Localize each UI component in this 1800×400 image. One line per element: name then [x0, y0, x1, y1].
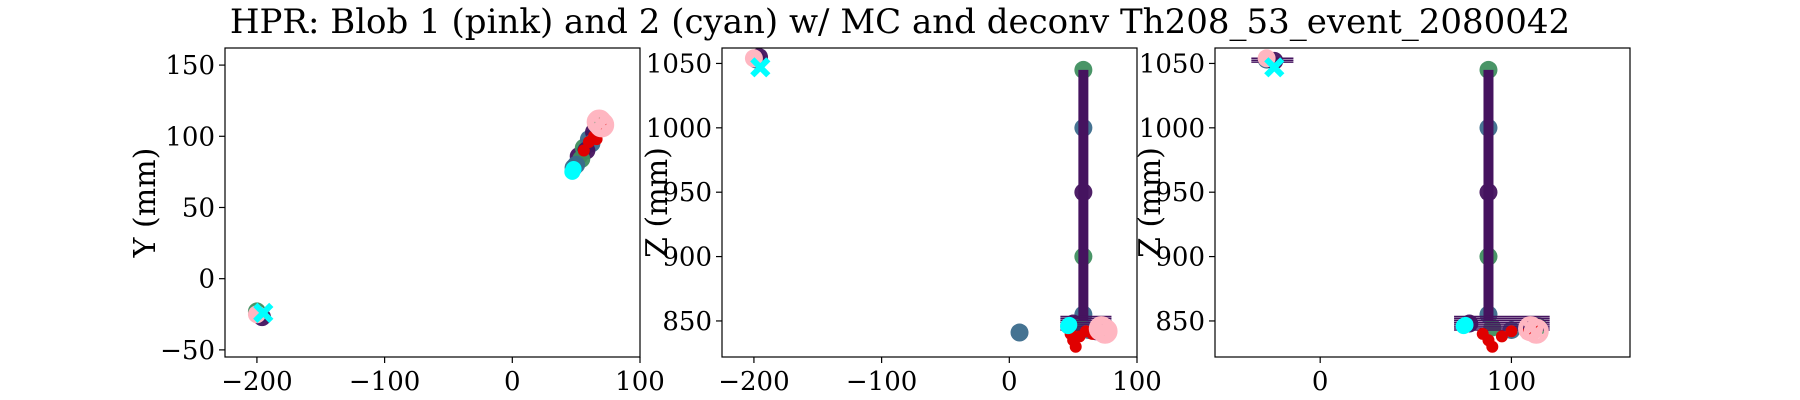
blob1-marker [1523, 318, 1549, 344]
y-tick-label: 1050 [1139, 49, 1205, 79]
x-tick-label: −100 [846, 367, 917, 397]
axes-frame [224, 47, 641, 358]
axes-frame [721, 47, 1138, 358]
panel-xy-projection: −200 −100 0 100 −50 0 50 100 150 Y (mm) [128, 47, 665, 397]
y-axis-label: Z (mm) [1133, 147, 1168, 258]
blob2-marker [1457, 316, 1474, 333]
y-tick-label: 150 [165, 51, 215, 81]
x-tick-label: 0 [1001, 367, 1018, 397]
y-tick-label: 900 [1155, 243, 1205, 273]
x-tick-label: 100 [1112, 367, 1162, 397]
plot-area [247, 109, 615, 327]
x-tick-label: −100 [349, 367, 420, 397]
y-tick-label: 100 [165, 122, 215, 152]
y-tick-label: 850 [662, 307, 712, 337]
y-tick-label: 850 [1155, 307, 1205, 337]
y-axis-label: Z (mm) [640, 147, 675, 258]
blob1-x-marker [1526, 321, 1547, 342]
y-tick-label: 50 [182, 193, 215, 223]
plot-area [744, 48, 1118, 353]
blob1-x-marker [1095, 321, 1115, 342]
y-tick-label: 950 [1155, 178, 1205, 208]
y-axis-label: Y (mm) [128, 148, 163, 259]
blob2-marker [1061, 316, 1078, 333]
x-tick-label: 100 [1487, 367, 1537, 397]
y-tick-label: 1000 [1139, 114, 1205, 144]
panel-yz-projection: 0 100 850 900 950 1000 1050 Z (mm) [1133, 47, 1631, 397]
deconv-track-column [1483, 69, 1494, 321]
y-tick-label: 0 [198, 265, 215, 295]
x-tick-label: −200 [718, 367, 789, 397]
y-tick-label: 1000 [646, 114, 712, 144]
x-tick-label: 0 [504, 367, 521, 397]
y-tick-label: 950 [662, 178, 712, 208]
axes-frame [1214, 47, 1631, 358]
x-tick-label: 100 [615, 367, 665, 397]
blob2-x-marker [750, 57, 771, 78]
plot-area [1251, 49, 1550, 353]
x-tick-label: −200 [221, 367, 292, 397]
mc-hit-point [1069, 340, 1082, 353]
blob1-marker [1092, 318, 1118, 344]
blob2-x-marker [1264, 57, 1285, 78]
figure-title: HPR: Blob 1 (pink) and 2 (cyan) w/ MC an… [230, 2, 1570, 42]
blob1-marker [589, 112, 615, 138]
y-tick-label: 1050 [646, 49, 712, 79]
x-tick-label: 0 [1312, 367, 1329, 397]
blob2-marker [565, 161, 582, 178]
deconv-track-point [1010, 323, 1029, 342]
mc-hit-point [1495, 330, 1508, 343]
y-tick-label: 900 [662, 243, 712, 273]
mc-hit-point [1486, 340, 1499, 353]
blob1-x-marker [591, 115, 612, 135]
panel-xz-projection: −200 −100 0 100 850 900 950 1000 1050 Z (mm) [640, 47, 1162, 397]
mc-hit-point [1505, 325, 1518, 338]
deconv-track-column [1078, 69, 1089, 321]
y-tick-label: −50 [160, 336, 215, 366]
blob2-x-marker [253, 302, 274, 323]
